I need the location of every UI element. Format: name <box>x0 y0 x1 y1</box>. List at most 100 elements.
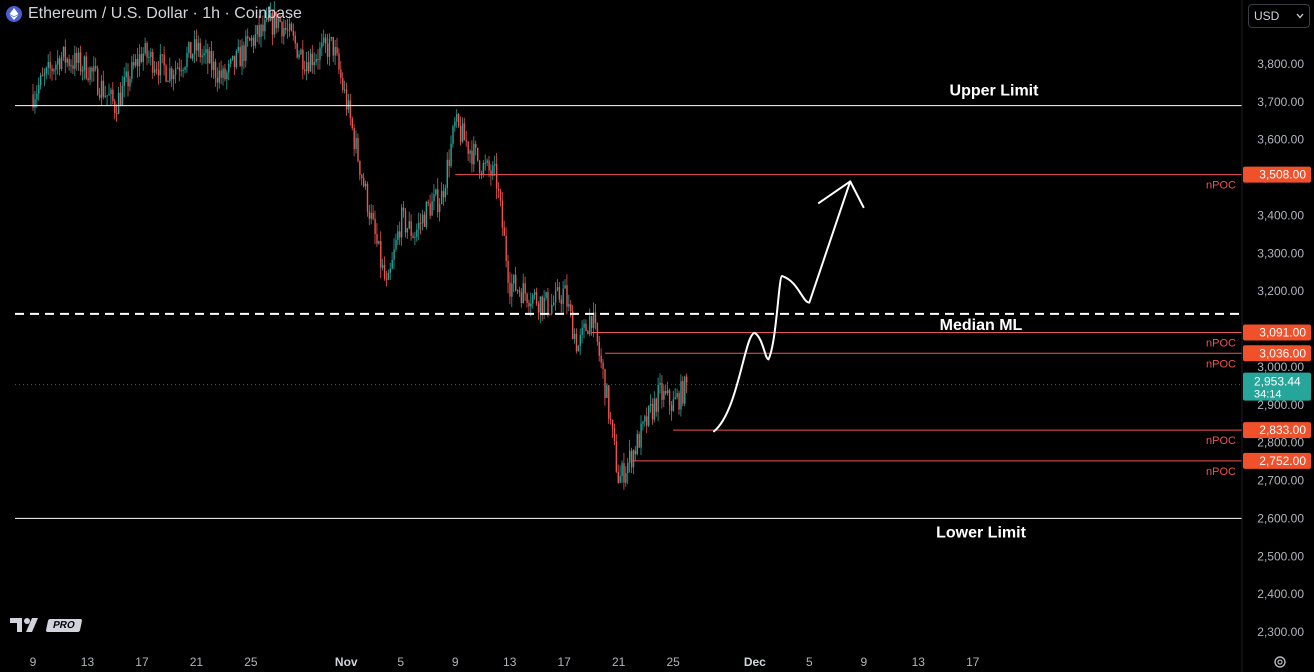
candle-body <box>239 47 241 67</box>
tradingview-logo[interactable]: PRO <box>10 618 83 632</box>
y-tick-label: 2,800.00 <box>1257 436 1304 450</box>
projection-layer <box>713 180 865 433</box>
candle-body <box>76 52 78 63</box>
candle-body <box>43 73 46 76</box>
candle-body <box>342 78 344 91</box>
candle-body <box>51 68 53 72</box>
candle-body <box>117 92 120 114</box>
candle-body <box>452 126 454 144</box>
candle-body <box>385 278 388 280</box>
candle-body <box>541 296 543 313</box>
candle-body <box>169 68 171 82</box>
candle-body <box>465 140 467 142</box>
candle-body <box>323 37 325 43</box>
candle-body <box>53 69 55 72</box>
gear-icon[interactable] <box>1272 654 1288 670</box>
candle-body <box>245 36 247 61</box>
candle-body <box>110 89 112 95</box>
candle-body <box>389 268 391 274</box>
candle-body <box>119 92 122 105</box>
candle-body <box>294 35 296 44</box>
candle-body <box>95 66 97 69</box>
candle-body <box>646 416 648 426</box>
candle-body <box>152 51 154 73</box>
candle-body <box>503 227 505 236</box>
candle-body <box>45 67 48 74</box>
candle-body <box>366 183 369 212</box>
candle-body <box>321 42 323 48</box>
candle-body <box>148 56 150 58</box>
candle-body <box>319 47 321 60</box>
candle-body <box>553 302 555 305</box>
candle-body <box>374 218 376 235</box>
candle-body <box>686 376 688 383</box>
candle-body <box>560 299 562 304</box>
candle-body <box>146 43 148 58</box>
candle-body <box>630 450 633 468</box>
candle-body <box>591 316 593 328</box>
candle-body <box>309 53 312 72</box>
candle-body <box>382 265 384 268</box>
x-tick-label: 13 <box>912 655 926 669</box>
candle-body <box>325 37 327 44</box>
candle-body <box>602 362 604 370</box>
candle-body <box>501 200 504 228</box>
level-label: Median ML <box>940 317 1023 334</box>
currency-label: USD <box>1254 9 1280 23</box>
currency-select[interactable]: USD <box>1248 4 1310 28</box>
npoc-price-tag-label: 3,508.00 <box>1259 168 1306 182</box>
candle-body <box>632 450 635 468</box>
candle-body <box>249 38 251 41</box>
candle-body <box>40 75 42 86</box>
candle-body <box>159 54 162 76</box>
candle-body <box>572 311 574 340</box>
candle-body <box>648 405 650 426</box>
candle-body <box>344 89 346 91</box>
candle-body <box>338 53 340 70</box>
candle-body <box>604 369 606 399</box>
time-axis[interactable]: 9 13 17 21 25 Nov 5 9 13 17 21 25 Dec 5 9 13 17 <box>30 655 980 669</box>
npoc-price-tag <box>1243 345 1311 362</box>
candle-body <box>615 441 618 472</box>
candle-body <box>423 214 426 227</box>
candle-body <box>554 289 557 303</box>
candle-body <box>326 43 329 57</box>
candle-body <box>266 17 268 20</box>
candle-body <box>545 292 547 298</box>
candle-body <box>89 67 91 80</box>
price-axis[interactable]: 3,800.003,700.003,600.003,500.003,400.00… <box>1257 57 1304 639</box>
candle-body <box>611 419 614 429</box>
current-price-label: 2,953.44 <box>1254 375 1301 389</box>
candle-body <box>663 390 665 400</box>
candle-body <box>112 89 114 102</box>
candle-body <box>161 54 163 56</box>
candle-body <box>218 70 220 83</box>
candle-body <box>36 93 38 100</box>
candle-body <box>497 188 500 191</box>
candle-body <box>661 382 663 400</box>
npoc-price-tag-label: 3,036.00 <box>1259 346 1306 360</box>
candle-body <box>184 67 186 70</box>
candle-body <box>235 51 238 67</box>
candle-body <box>283 28 285 37</box>
x-tick-label: 21 <box>190 655 204 669</box>
candle-body <box>515 274 517 291</box>
candle-body <box>144 43 146 54</box>
y-tick-label: 3,300.00 <box>1257 246 1304 260</box>
candle-body <box>410 221 412 236</box>
candle-body <box>209 51 211 64</box>
candle-body <box>330 37 333 39</box>
candle-body <box>532 294 534 304</box>
x-tick-label: 21 <box>612 655 626 669</box>
candle-body <box>300 49 302 55</box>
candle-body <box>349 100 352 119</box>
candle-body <box>264 19 266 32</box>
candle-body <box>252 37 255 46</box>
candle-body <box>359 160 361 176</box>
y-tick-label: 3,400.00 <box>1257 208 1304 222</box>
candle-body <box>292 30 295 36</box>
candle-body <box>376 234 378 244</box>
symbol-header[interactable]: Ethereum / U.S. Dollar · 1h · Coinbase <box>6 5 302 23</box>
candle-body <box>271 13 274 35</box>
